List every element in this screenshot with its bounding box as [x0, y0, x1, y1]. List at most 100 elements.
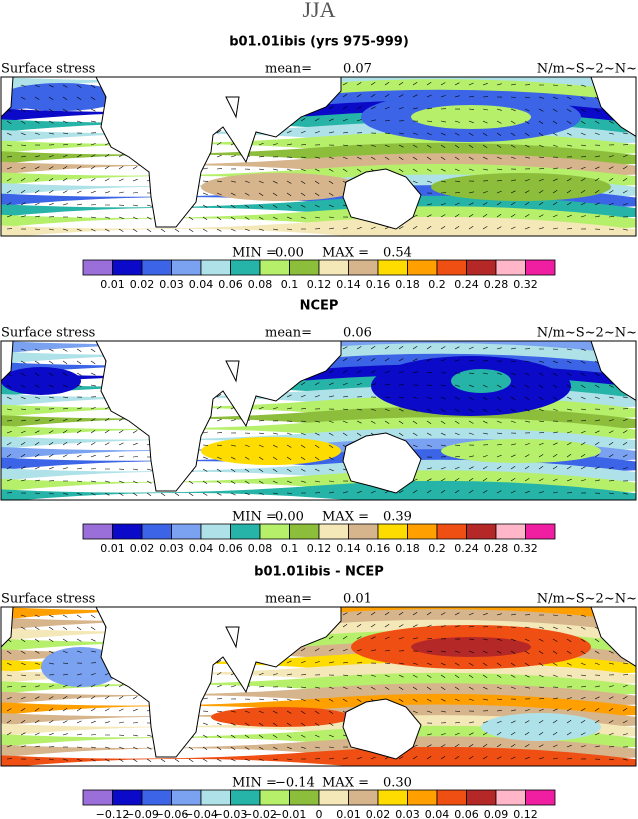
units-label: N/m~S~2~N~ — [537, 62, 637, 77]
colorbar-label: 0.03 — [159, 278, 184, 291]
contour-blob — [1, 83, 121, 111]
colorbar-box — [171, 259, 202, 276]
colorbar-box — [466, 523, 497, 540]
colorbar-label: 0.18 — [395, 542, 420, 555]
variable-label: Surface stress — [1, 62, 95, 77]
colorbar-label: 0.06 — [218, 278, 243, 291]
colorbar-box — [377, 523, 408, 540]
colorbar-box — [289, 523, 320, 540]
min-label: MIN = — [232, 776, 277, 791]
colorbar-label: 0.2 — [428, 278, 446, 291]
max-label: MAX = — [322, 246, 369, 261]
mean-label: mean= — [265, 326, 312, 341]
colorbar-label: 0.06 — [454, 808, 479, 819]
colorbar-label: −0.02 — [243, 808, 277, 819]
colorbar-box — [377, 789, 408, 806]
colorbar-label: 0.32 — [513, 278, 538, 291]
colorbar-box — [436, 789, 467, 806]
colorbar-label: 0.04 — [189, 542, 214, 555]
colorbar-label: 0.04 — [189, 278, 214, 291]
colorbar-label: 0.24 — [454, 542, 479, 555]
mean-value: 0.07 — [343, 62, 372, 77]
colorbar-label: 0.01 — [100, 542, 125, 555]
colorbar-label: 0.09 — [484, 808, 509, 819]
colorbar-label: 0.01 — [336, 808, 361, 819]
colorbar-box — [377, 259, 408, 276]
colorbar-box — [259, 523, 290, 540]
max-value: 0.39 — [383, 510, 412, 525]
colorbar-label: −0.01 — [273, 808, 307, 819]
contour-blob — [211, 707, 351, 727]
colorbar-box — [436, 259, 467, 276]
contour-blob — [431, 173, 611, 201]
colorbar-box — [407, 789, 438, 806]
colorbar-box — [171, 789, 202, 806]
colorbar-label: 0.03 — [159, 542, 184, 555]
colorbar-box — [495, 789, 526, 806]
colorbar-box — [348, 259, 379, 276]
map-frame — [0, 76, 637, 237]
max-label: MAX = — [322, 510, 369, 525]
colorbar-box — [495, 523, 526, 540]
figure-title: JJA — [302, 0, 335, 22]
colorbar-label: −0.06 — [155, 808, 189, 819]
continents — [1, 607, 636, 760]
max-label: MAX = — [322, 776, 369, 791]
colorbar-box — [318, 259, 349, 276]
panel-title: b01.01ibis (yrs 975-999) — [229, 35, 409, 50]
map-layers — [1, 77, 636, 236]
colorbar-label: 0.32 — [513, 542, 538, 555]
colorbar-box — [289, 789, 320, 806]
colorbar-label: 0.2 — [428, 542, 446, 555]
colorbar-box — [82, 789, 113, 806]
colorbar-label: 0.12 — [307, 278, 332, 291]
colorbar-label: 0.08 — [248, 278, 273, 291]
min-value: 0.00 — [275, 246, 304, 261]
colorbar-label: 0.06 — [218, 542, 243, 555]
colorbar-label: 0.16 — [366, 542, 391, 555]
colorbar-box — [525, 523, 556, 540]
contour-blob — [451, 369, 511, 393]
contour-blob — [201, 173, 361, 201]
colorbar-label: 0.28 — [484, 278, 509, 291]
max-value: 0.54 — [383, 246, 412, 261]
units-label: N/m~S~2~N~ — [537, 326, 637, 341]
panel-title: NCEP — [300, 299, 339, 314]
contour-band — [1, 216, 636, 236]
contour-blob — [411, 637, 531, 657]
min-label: MIN = — [232, 246, 277, 261]
colorbar-box — [407, 523, 438, 540]
colorbar-label: 0.03 — [395, 808, 420, 819]
min-value: −0.14 — [275, 776, 315, 791]
colorbar-label: 0.24 — [454, 278, 479, 291]
colorbar-box — [200, 789, 231, 806]
contour-blob — [1, 367, 81, 395]
colorbar-box — [141, 259, 172, 276]
colorbar-box — [407, 259, 438, 276]
map — [0, 340, 637, 501]
min-value: 0.00 — [275, 510, 304, 525]
colorbar-box — [112, 259, 143, 276]
map — [0, 606, 637, 767]
colorbar-label: 0.08 — [248, 542, 273, 555]
colorbar-label: 0.01 — [100, 278, 125, 291]
colorbar-box — [525, 259, 556, 276]
map-layers — [1, 341, 636, 500]
map — [0, 76, 637, 237]
colorbar-label: 0.14 — [336, 542, 361, 555]
colorbar-box — [230, 523, 261, 540]
colorbar-box — [348, 789, 379, 806]
variable-label: Surface stress — [1, 592, 95, 607]
contour-band — [1, 746, 636, 766]
colorbar-label: 0.02 — [130, 542, 155, 555]
colorbar-box — [318, 789, 349, 806]
continents — [1, 341, 636, 494]
colorbar-box — [289, 259, 320, 276]
colorbar-box — [112, 789, 143, 806]
colorbar-label: 0.18 — [395, 278, 420, 291]
colorbar-label: 0.02 — [130, 278, 155, 291]
colorbar-box — [259, 789, 290, 806]
contour-blob — [441, 439, 601, 463]
colorbar-box — [230, 259, 261, 276]
min-label: MIN = — [232, 510, 277, 525]
